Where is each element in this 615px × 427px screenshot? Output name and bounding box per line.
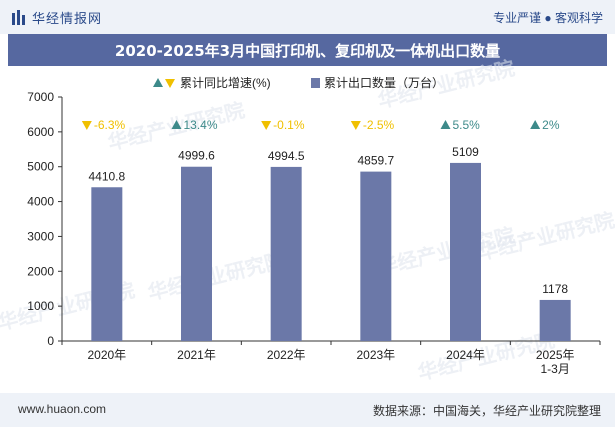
brand-name: 华经情报网: [32, 11, 103, 26]
growth-up-icon: [171, 120, 182, 129]
growth-label: -6.3%: [94, 118, 126, 132]
footer-bar: www.huaon.com 数据来源：中国海关，华经产业研究院整理: [0, 393, 615, 427]
y-tick-label: 1000: [27, 299, 54, 313]
legend-bar-swatch: [311, 78, 320, 88]
x-tick-label: 2023年: [356, 348, 395, 362]
bar: [181, 166, 212, 341]
legend-growth-down-icon: [165, 79, 175, 88]
bar-value-label: 4410.8: [88, 169, 125, 183]
bar: [270, 166, 302, 341]
footer-url[interactable]: www.huaon.com: [18, 402, 107, 416]
y-tick-label: 7000: [27, 90, 54, 104]
growth-up-icon: [530, 120, 541, 129]
y-tick-label: 4000: [27, 195, 54, 209]
growth-down-icon: [350, 121, 361, 130]
legend-growth-label: 累计同比增速(%): [180, 76, 271, 90]
growth-label: 2%: [542, 118, 560, 132]
growth-label: 13.4%: [184, 118, 218, 132]
x-tick-label: 2020年: [87, 348, 126, 362]
legend-growth-up-icon: [153, 78, 163, 87]
x-tick-label: 1-3月: [540, 362, 569, 376]
bar: [91, 187, 123, 341]
bar-value-label: 4859.7: [357, 154, 394, 168]
tagline: 专业严谨 ● 客观科学: [493, 11, 603, 25]
growth-down-icon: [261, 121, 272, 130]
y-tick-label: 2000: [27, 264, 54, 278]
y-tick-label: 3000: [27, 229, 54, 243]
growth-up-icon: [440, 120, 451, 129]
brand[interactable]: 华经情报网: [12, 8, 102, 27]
bar-value-label: 5109: [452, 145, 479, 159]
y-tick-label: 5000: [27, 160, 54, 174]
watermark-text: 华经产业研究院: [145, 248, 287, 305]
x-tick-label: 2024年: [446, 348, 485, 362]
y-tick-label: 6000: [27, 125, 54, 139]
bar: [450, 162, 481, 341]
chart-title: 2020-2025年3月中国打印机、复印机及一体机出口数量: [8, 34, 607, 66]
x-tick-label: 2025年: [536, 348, 575, 362]
bar-value-label: 4999.6: [178, 149, 215, 163]
logo-icon: [12, 9, 25, 25]
growth-label: 5.5%: [453, 118, 481, 132]
footer-source: 数据来源：中国海关，华经产业研究院整理: [372, 404, 601, 418]
growth-label: -2.5%: [363, 118, 395, 132]
watermark-text: 华经产业研究院: [375, 223, 517, 280]
header-bar: 华经情报网 专业严谨 ● 客观科学: [0, 0, 615, 34]
bar-value-label: 4994.5: [268, 149, 305, 163]
bar: [539, 299, 571, 341]
legend-bar-label: 累计出口数量（万台）: [324, 75, 444, 90]
growth-down-icon: [81, 121, 92, 130]
growth-label: -0.1%: [273, 118, 305, 132]
x-tick-label: 2021年: [177, 348, 216, 362]
bar: [360, 171, 392, 341]
x-tick-label: 2022年: [267, 348, 306, 362]
y-tick-label: 0: [47, 334, 54, 348]
bar-value-label: 1178: [542, 282, 568, 296]
